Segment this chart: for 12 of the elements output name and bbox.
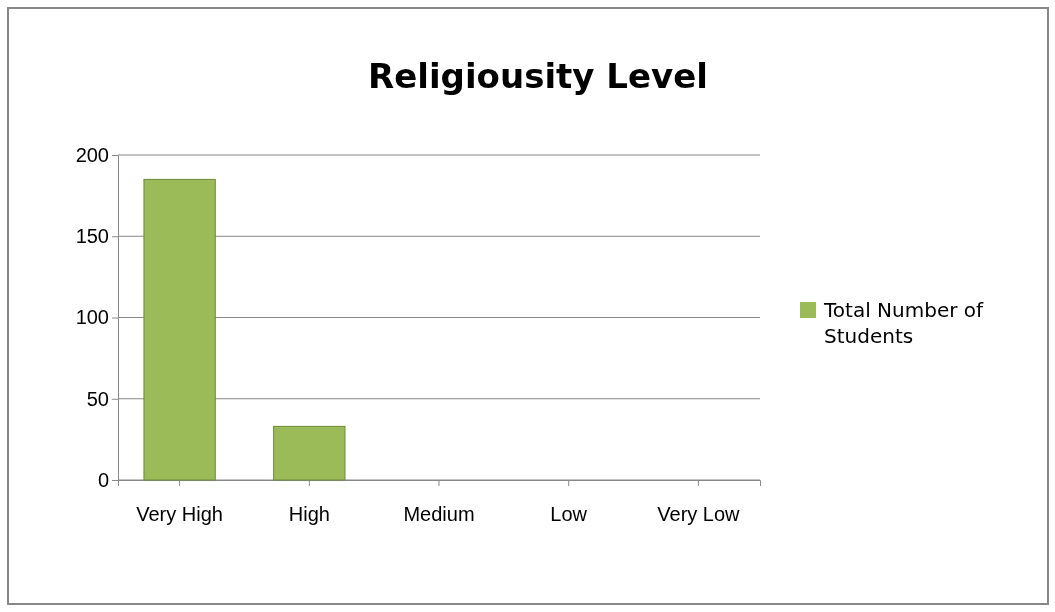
x-tick-label: Very Low [657,503,741,525]
chart-title: Religiousity Level [368,56,708,96]
x-tick-label: Low [550,503,588,525]
y-tick-label: 0 [97,468,109,491]
y-tick-label: 200 [75,143,109,166]
x-tick-label: Medium [403,503,475,525]
x-tick-label: Very High [136,503,223,525]
y-tick-label: 150 [75,225,109,248]
y-tick-label: 100 [75,306,109,329]
legend-label: Total Number of Students [823,298,984,348]
x-tick-label: High [288,503,330,525]
y-tick-label: 50 [86,387,109,410]
